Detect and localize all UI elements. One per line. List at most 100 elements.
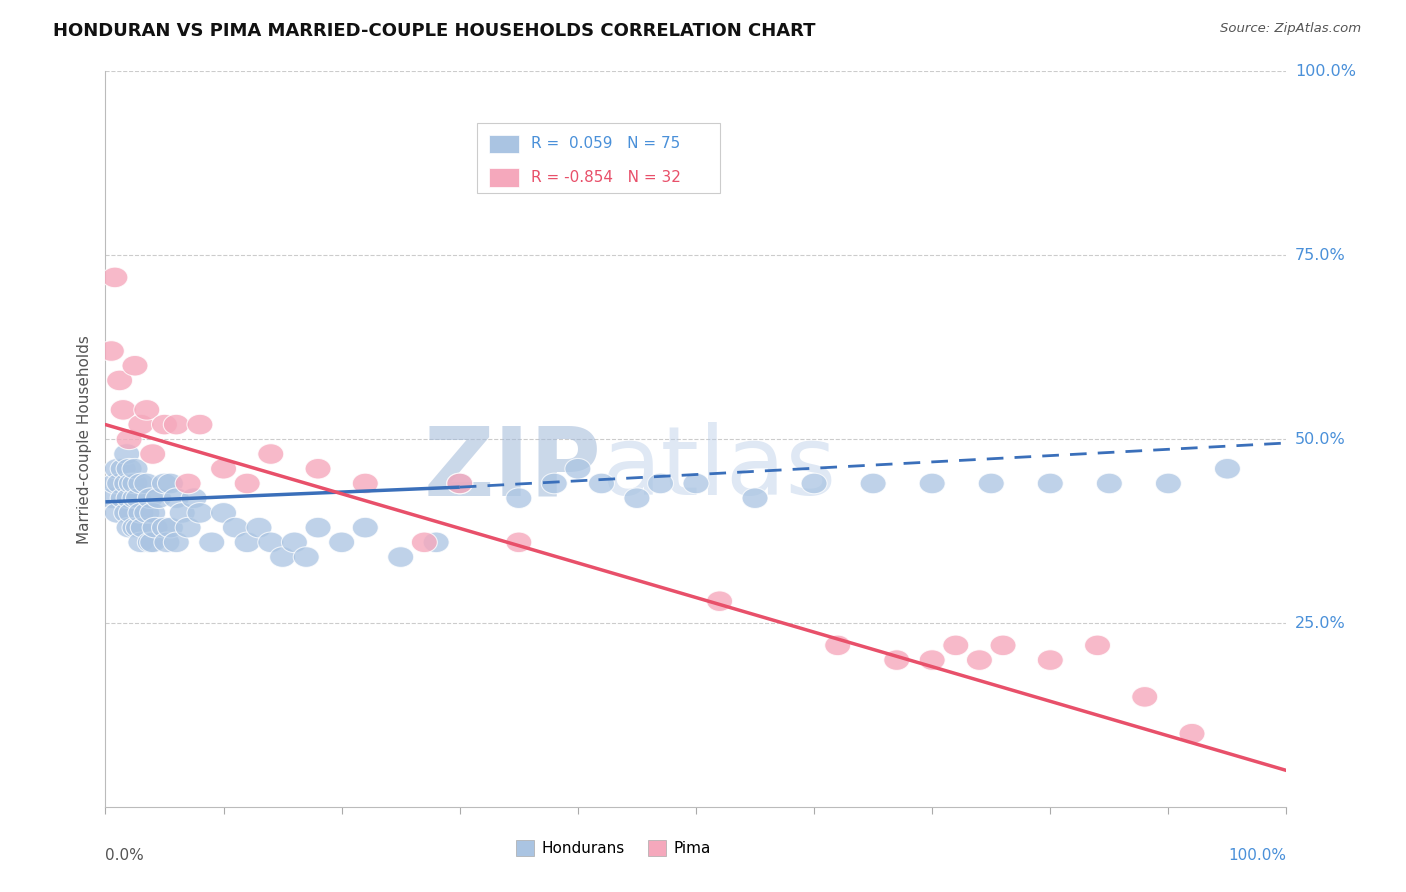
Ellipse shape: [139, 443, 166, 465]
Ellipse shape: [447, 473, 472, 494]
Ellipse shape: [128, 473, 153, 494]
Ellipse shape: [110, 400, 136, 420]
Ellipse shape: [122, 355, 148, 376]
Ellipse shape: [235, 532, 260, 553]
Ellipse shape: [169, 502, 195, 524]
Ellipse shape: [1156, 473, 1181, 494]
Ellipse shape: [329, 532, 354, 553]
Ellipse shape: [305, 517, 330, 538]
Ellipse shape: [101, 267, 128, 288]
Ellipse shape: [117, 458, 142, 479]
Ellipse shape: [943, 635, 969, 656]
Ellipse shape: [117, 488, 142, 508]
Ellipse shape: [152, 414, 177, 435]
Text: 50.0%: 50.0%: [1295, 432, 1346, 447]
Ellipse shape: [1215, 458, 1240, 479]
Ellipse shape: [801, 473, 827, 494]
Ellipse shape: [624, 488, 650, 508]
Ellipse shape: [447, 473, 472, 494]
Text: R =  0.059   N = 75: R = 0.059 N = 75: [530, 136, 681, 152]
Ellipse shape: [222, 517, 249, 538]
Text: ZIP: ZIP: [423, 422, 602, 516]
Ellipse shape: [98, 341, 124, 361]
Ellipse shape: [187, 414, 212, 435]
Ellipse shape: [134, 473, 160, 494]
Ellipse shape: [198, 532, 225, 553]
Ellipse shape: [257, 532, 284, 553]
Ellipse shape: [117, 429, 142, 450]
Ellipse shape: [157, 517, 183, 538]
Ellipse shape: [163, 414, 190, 435]
Ellipse shape: [1132, 687, 1157, 707]
Ellipse shape: [211, 502, 236, 524]
Ellipse shape: [1084, 635, 1111, 656]
Ellipse shape: [388, 547, 413, 567]
Ellipse shape: [707, 591, 733, 612]
Ellipse shape: [101, 473, 128, 494]
FancyBboxPatch shape: [489, 169, 519, 186]
Y-axis label: Married-couple Households: Married-couple Households: [77, 334, 93, 544]
Ellipse shape: [146, 488, 172, 508]
Ellipse shape: [128, 532, 153, 553]
Ellipse shape: [506, 532, 531, 553]
Ellipse shape: [412, 532, 437, 553]
Text: 25.0%: 25.0%: [1295, 615, 1346, 631]
Ellipse shape: [157, 473, 183, 494]
Ellipse shape: [176, 473, 201, 494]
Ellipse shape: [128, 502, 153, 524]
Ellipse shape: [353, 517, 378, 538]
Ellipse shape: [305, 458, 330, 479]
Ellipse shape: [114, 502, 139, 524]
Ellipse shape: [118, 473, 145, 494]
Ellipse shape: [294, 547, 319, 567]
Ellipse shape: [110, 488, 136, 508]
Ellipse shape: [176, 517, 201, 538]
Ellipse shape: [98, 488, 124, 508]
Ellipse shape: [825, 635, 851, 656]
Ellipse shape: [281, 532, 308, 553]
Ellipse shape: [683, 473, 709, 494]
Text: 100.0%: 100.0%: [1229, 847, 1286, 863]
Ellipse shape: [122, 517, 148, 538]
Text: Source: ZipAtlas.com: Source: ZipAtlas.com: [1220, 22, 1361, 36]
Ellipse shape: [125, 488, 152, 508]
Ellipse shape: [134, 502, 160, 524]
FancyBboxPatch shape: [478, 123, 720, 193]
Ellipse shape: [353, 473, 378, 494]
Ellipse shape: [139, 502, 166, 524]
Ellipse shape: [107, 473, 132, 494]
Ellipse shape: [211, 458, 236, 479]
Ellipse shape: [1180, 723, 1205, 744]
Ellipse shape: [125, 517, 152, 538]
Ellipse shape: [589, 473, 614, 494]
Text: 100.0%: 100.0%: [1295, 64, 1355, 78]
Ellipse shape: [128, 414, 153, 435]
Ellipse shape: [110, 458, 136, 479]
Ellipse shape: [565, 458, 591, 479]
Ellipse shape: [153, 532, 180, 553]
Ellipse shape: [138, 532, 163, 553]
Ellipse shape: [423, 532, 449, 553]
Ellipse shape: [860, 473, 886, 494]
Ellipse shape: [138, 488, 163, 508]
Ellipse shape: [122, 473, 148, 494]
Ellipse shape: [187, 502, 212, 524]
Ellipse shape: [114, 473, 139, 494]
Ellipse shape: [1038, 473, 1063, 494]
Ellipse shape: [107, 370, 132, 391]
Ellipse shape: [134, 400, 160, 420]
Ellipse shape: [104, 502, 131, 524]
Text: 75.0%: 75.0%: [1295, 248, 1346, 263]
FancyBboxPatch shape: [489, 135, 519, 153]
Ellipse shape: [139, 532, 166, 553]
Text: R = -0.854   N = 32: R = -0.854 N = 32: [530, 169, 681, 185]
Text: HONDURAN VS PIMA MARRIED-COUPLE HOUSEHOLDS CORRELATION CHART: HONDURAN VS PIMA MARRIED-COUPLE HOUSEHOL…: [53, 22, 815, 40]
Ellipse shape: [1038, 649, 1063, 671]
Ellipse shape: [884, 649, 910, 671]
Ellipse shape: [163, 532, 190, 553]
Ellipse shape: [117, 517, 142, 538]
Ellipse shape: [122, 458, 148, 479]
Ellipse shape: [920, 473, 945, 494]
Ellipse shape: [152, 517, 177, 538]
Ellipse shape: [990, 635, 1017, 656]
